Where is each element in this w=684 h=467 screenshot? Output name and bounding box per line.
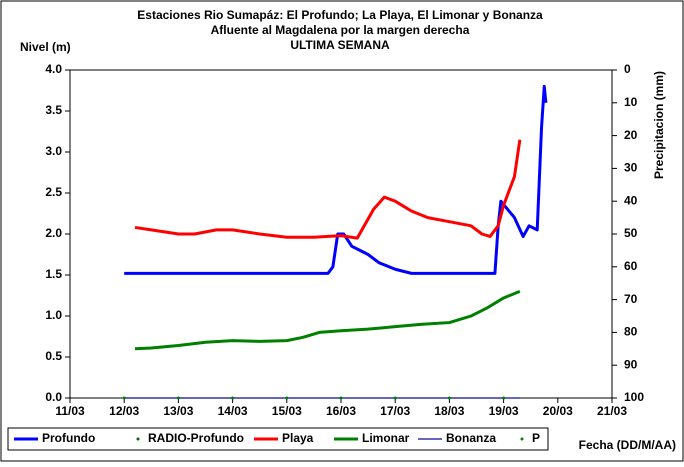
legend-label: RADIO-Profundo [148, 431, 244, 445]
x-tick-label: 11/03 [55, 404, 85, 418]
x-axis-label: Fecha (DD/M/AA) [579, 438, 676, 452]
y-tick-label: 3.5 [45, 103, 62, 117]
y2-tick-label: 70 [624, 292, 638, 306]
y2-tick-label: 0 [624, 62, 631, 76]
y-tick-label: 0.0 [45, 390, 62, 404]
legend-label: Limonar [362, 431, 410, 445]
y-axis-label: Nivel (m) [20, 40, 71, 54]
y-tick-label: 1.5 [45, 267, 62, 281]
y2-axis-label: Precipitacion (mm) [652, 71, 666, 179]
y2-tick-label: 20 [624, 128, 638, 142]
x-tick-label: 14/03 [218, 404, 248, 418]
series-line [134, 139, 522, 240]
y-tick-label: 0.5 [45, 349, 62, 363]
x-tick-label: 16/03 [326, 404, 356, 418]
y-tick-label: 2.0 [45, 226, 62, 240]
legend-label: Bonanza [446, 431, 496, 445]
point [447, 396, 451, 400]
series-line [124, 84, 548, 275]
legend-label: Playa [282, 431, 314, 445]
point [393, 396, 397, 400]
point [176, 396, 180, 400]
x-tick-label: 21/03 [597, 404, 627, 418]
x-tick-label: 13/03 [163, 404, 193, 418]
legend-marker [136, 437, 140, 441]
y2-tick-label: 10 [624, 95, 638, 109]
chart-subtitle: ULTIMA SEMANA [290, 38, 390, 52]
point [122, 396, 126, 400]
legend-label: Profundo [42, 431, 95, 445]
x-tick-label: 15/03 [272, 404, 302, 418]
y-tick-label: 4.0 [45, 62, 62, 76]
chart-subtitle: Afluente al Magdalena por la margen dere… [211, 23, 470, 37]
x-tick-label: 12/03 [109, 404, 139, 418]
y2-tick-label: 30 [624, 161, 638, 175]
x-tick-label: 17/03 [380, 404, 410, 418]
point [231, 396, 235, 400]
legend-marker [520, 437, 524, 441]
legend-label: P [532, 431, 540, 445]
x-tick-label: 18/03 [434, 404, 464, 418]
point [502, 396, 506, 400]
y2-tick-label: 80 [624, 325, 638, 339]
x-tick-label: 20/03 [543, 404, 573, 418]
y2-tick-label: 40 [624, 193, 638, 207]
legend [7, 427, 549, 451]
y-tick-label: 2.5 [45, 185, 62, 199]
y-tick-label: 3.0 [45, 144, 62, 158]
y2-tick-label: 50 [624, 226, 638, 240]
point [339, 396, 343, 400]
series-line [134, 290, 521, 351]
y2-tick-label: 90 [624, 357, 638, 371]
y2-tick-label: 60 [624, 259, 638, 273]
x-tick-label: 19/03 [489, 404, 519, 418]
y-tick-label: 1.0 [45, 308, 62, 322]
chart-title: Estaciones Rio Sumapáz: El Profundo; La … [137, 8, 543, 22]
point [285, 396, 289, 400]
y2-tick-label: 100 [624, 390, 644, 404]
